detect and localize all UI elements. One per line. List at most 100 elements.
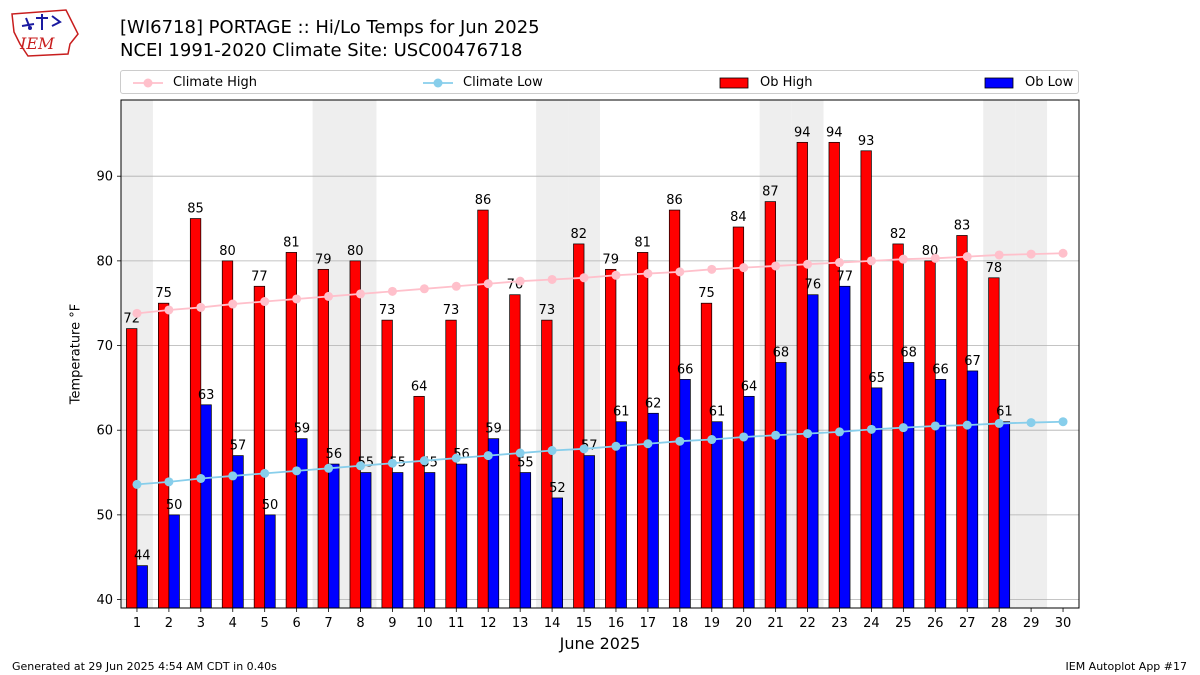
x-tick-label: 15 — [576, 616, 593, 631]
climate-low-point — [356, 461, 365, 471]
x-tick-label: 4 — [229, 616, 237, 631]
ob-high-bar-label: 81 — [283, 235, 300, 250]
x-tick-label: 18 — [672, 616, 689, 631]
y-tick-label: 60 — [96, 424, 113, 439]
ob-high-bar-label: 86 — [666, 193, 683, 208]
climate-high-point — [643, 269, 653, 279]
ob-low-bar-label: 57 — [230, 439, 247, 454]
ob-high-bar-label: 73 — [443, 303, 460, 318]
y-tick-label: 50 — [96, 508, 113, 523]
ob-high-bar — [349, 260, 361, 609]
ob-low-bar — [360, 472, 372, 609]
y-tick-label: 40 — [96, 593, 113, 608]
climate-low-point — [611, 441, 621, 451]
ob-low-bar — [455, 463, 468, 609]
x-tick-label: 20 — [735, 616, 752, 631]
chart-legend: Climate High Climate Low Ob High Ob Low — [120, 70, 1079, 94]
ob-high-bar — [126, 328, 138, 609]
ob-high-bar-label: 77 — [251, 269, 268, 284]
ob-low-bar — [519, 472, 532, 609]
x-tick-label: 26 — [927, 616, 944, 631]
x-tick-label: 17 — [640, 616, 657, 631]
ob-high-bar-label: 73 — [539, 303, 556, 318]
climate-high-point — [483, 279, 493, 289]
x-tick-label: 1 — [133, 616, 141, 631]
ob-low-bar-label: 56 — [326, 447, 343, 462]
climate-low-line — [136, 420, 1064, 486]
climate-high-point — [387, 286, 397, 296]
ob-low-bar — [551, 497, 563, 609]
ob-low-bar — [711, 421, 723, 609]
ob-low-bar — [775, 362, 787, 609]
weekend-shade — [1015, 100, 1048, 608]
ob-high-bar — [413, 395, 425, 609]
climate-low-point — [164, 477, 174, 487]
ob-low-bar — [487, 438, 500, 609]
climate-high-point — [866, 256, 876, 266]
y-axis-label: Temperature °F — [68, 303, 84, 405]
x-tick-label: 3 — [197, 616, 205, 631]
ob-high-bar-label: 81 — [634, 235, 651, 250]
ob-low-bar — [424, 472, 436, 609]
climate-low-point — [387, 458, 397, 468]
climate-high-point — [228, 299, 238, 309]
climate-low-point — [515, 448, 525, 458]
climate-low-point — [1026, 418, 1036, 428]
ob-low-bar-label: 68 — [900, 345, 917, 360]
x-tick-label: 28 — [991, 616, 1008, 631]
ob-low-bar — [871, 387, 883, 609]
ob-high-bar — [828, 141, 840, 609]
ob-low-bar-label: 64 — [741, 379, 758, 394]
ob-low-bar-label: 66 — [932, 362, 949, 377]
ob-high-bar — [445, 319, 457, 609]
climate-high-point — [898, 254, 908, 264]
ob-high-bar — [253, 285, 266, 609]
climate-high-point — [132, 308, 142, 318]
x-tick-label: 9 — [388, 616, 396, 631]
x-tick-label: 27 — [959, 616, 976, 631]
climate-high-point — [579, 273, 589, 283]
climate-high-point — [196, 302, 206, 312]
climate-high-point — [803, 259, 813, 269]
x-tick-label: 5 — [261, 616, 269, 631]
ob-high-bar — [700, 302, 713, 609]
ob-high-bar-label: 86 — [475, 193, 492, 208]
ob-high-bar-label: 94 — [794, 125, 811, 140]
ob-low-bar-label: 65 — [868, 371, 885, 386]
ob-low-bar — [296, 438, 308, 609]
ob-low-bar — [392, 472, 404, 609]
ob-high-bar — [317, 268, 329, 609]
ob-low-bar — [583, 455, 595, 609]
climate-high-point — [675, 267, 685, 277]
climate-low-point — [547, 446, 557, 456]
ob-low-bar — [934, 379, 947, 609]
ob-high-bar-label: 85 — [187, 202, 204, 217]
climate-low-point — [324, 463, 334, 473]
ob-high-bar — [541, 319, 553, 609]
ob-high-bar-label: 83 — [954, 218, 971, 233]
plot-frame — [120, 99, 1080, 609]
x-tick-label: 16 — [608, 616, 625, 631]
climate-high-line — [136, 252, 1064, 315]
ob-low-bar-label: 61 — [613, 405, 630, 420]
ob-low-bar-label: 59 — [485, 422, 502, 437]
climate-low-point — [835, 427, 844, 437]
ob-high-bar — [796, 141, 808, 609]
x-tick-label: 30 — [1055, 616, 1072, 631]
climate-high-point — [1058, 248, 1068, 258]
x-tick-label: 29 — [1023, 616, 1040, 631]
x-tick-label: 12 — [480, 616, 497, 631]
ob-high-bar — [158, 302, 170, 609]
ob-low-bar — [807, 294, 819, 609]
legend-swatch-climate-low — [423, 78, 453, 88]
ob-low-bar — [998, 421, 1011, 609]
ob-high-bar-label: 75 — [698, 286, 715, 301]
ob-high-bar — [988, 277, 1000, 609]
climate-high-point — [515, 276, 525, 286]
climate-low-point — [132, 479, 142, 489]
climate-low-point — [643, 439, 653, 449]
climate-high-point — [260, 297, 270, 307]
climate-low-point — [1058, 417, 1068, 427]
ob-low-bar-label: 52 — [549, 481, 566, 496]
ob-low-bar — [903, 362, 915, 609]
